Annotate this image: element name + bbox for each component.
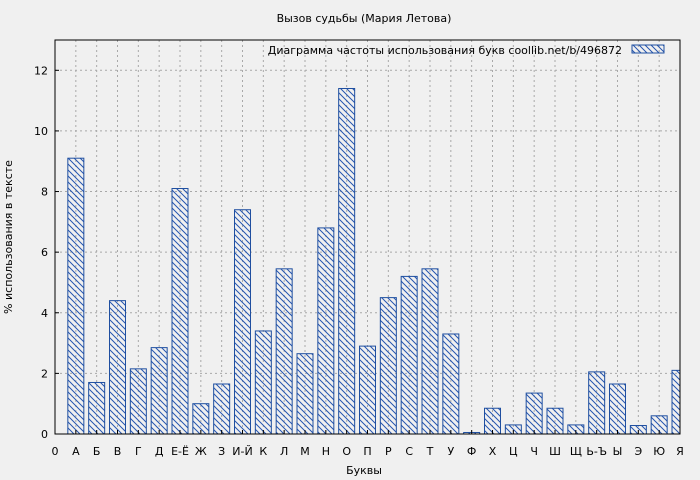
bar-М	[296, 353, 314, 435]
x-axis-label: Буквы	[346, 464, 382, 477]
bar-Ы	[609, 383, 626, 435]
x-tick-label: Х	[489, 445, 497, 458]
x-tick-label: Ш	[549, 445, 561, 458]
bar-К	[254, 330, 272, 435]
y-tick-label: 8	[41, 186, 48, 199]
bar-В	[109, 300, 126, 435]
x-tick-label: К	[259, 445, 267, 458]
x-axis-ticks: 0 А Б В Г Д Е-Ё Ж З И-Й К Л М Н О П Р С Т У Ф Х Ц Ч Ш Щ Ь-Ъ Ы Э Ю Я	[52, 430, 684, 458]
x-tick-label: М	[300, 445, 310, 458]
bar-Р	[379, 297, 397, 435]
x-tick-label: И-Й	[232, 445, 252, 458]
bar-Ч	[525, 392, 543, 435]
x-tick-label: Б	[93, 445, 101, 458]
x-tick-label: У	[447, 445, 454, 458]
bar-З	[213, 383, 231, 435]
bar-У	[442, 333, 460, 435]
bar-И-Й	[234, 209, 251, 435]
grid-lines	[55, 40, 680, 434]
x-tick-label: А	[72, 445, 80, 458]
x-tick-label: Щ	[570, 445, 582, 458]
x-tick-label: 0	[52, 445, 59, 458]
y-axis-label: % использования в тексте	[2, 160, 15, 314]
bar-Ж	[192, 403, 210, 435]
legend: Диаграмма частоты использования букв coo…	[268, 44, 665, 57]
y-axis-ticks: 0 2 4 6 8 10 12	[34, 64, 59, 441]
bar-Ь-Ъ	[588, 371, 606, 435]
bar-А	[67, 157, 85, 435]
x-tick-label: Л	[280, 445, 288, 458]
x-tick-label: Г	[135, 445, 142, 458]
y-tick-label: 0	[41, 428, 48, 441]
bar-Б	[88, 381, 106, 435]
x-tick-label: Н	[322, 445, 330, 458]
y-tick-label: 12	[34, 64, 48, 77]
bar-Я	[671, 369, 681, 435]
y-tick-label: 2	[41, 367, 48, 380]
bar-С	[400, 275, 418, 435]
bar-Е-Ё	[171, 188, 189, 435]
x-tick-label: В	[114, 445, 122, 458]
x-tick-label: О	[342, 445, 351, 458]
x-tick-label: С	[405, 445, 413, 458]
x-tick-label: Ь-Ъ	[586, 445, 607, 458]
x-tick-label: Я	[676, 445, 684, 458]
x-tick-label: Ф	[467, 445, 476, 458]
y-tick-label: 4	[41, 307, 48, 320]
legend-swatch	[631, 44, 665, 54]
legend-label: Диаграмма частоты использования букв coo…	[268, 44, 622, 57]
x-tick-label: Т	[426, 445, 434, 458]
bars-group	[67, 87, 681, 435]
x-tick-label: Ы	[613, 445, 623, 458]
x-tick-label: Р	[385, 445, 392, 458]
bar-П	[359, 345, 376, 435]
x-tick-label: Ч	[530, 445, 538, 458]
bar-Г	[129, 368, 147, 435]
x-tick-label: П	[363, 445, 371, 458]
y-tick-label: 10	[34, 125, 48, 138]
bar-Д	[150, 347, 168, 435]
bar-Т	[421, 268, 439, 435]
x-tick-label: Ж	[195, 445, 207, 458]
x-tick-label: Е-Ё	[171, 445, 189, 458]
bar-Л	[275, 268, 293, 435]
x-tick-label: Ю	[653, 445, 665, 458]
x-tick-label: Ц	[509, 445, 518, 458]
x-tick-label: Э	[634, 445, 642, 458]
x-tick-label: З	[218, 445, 225, 458]
bar-О	[338, 87, 356, 435]
y-tick-label: 6	[41, 246, 48, 259]
chart-title: Вызов судьбы (Мария Летова)	[277, 12, 452, 25]
x-tick-label: Д	[155, 445, 164, 458]
bar-Н	[317, 227, 335, 435]
